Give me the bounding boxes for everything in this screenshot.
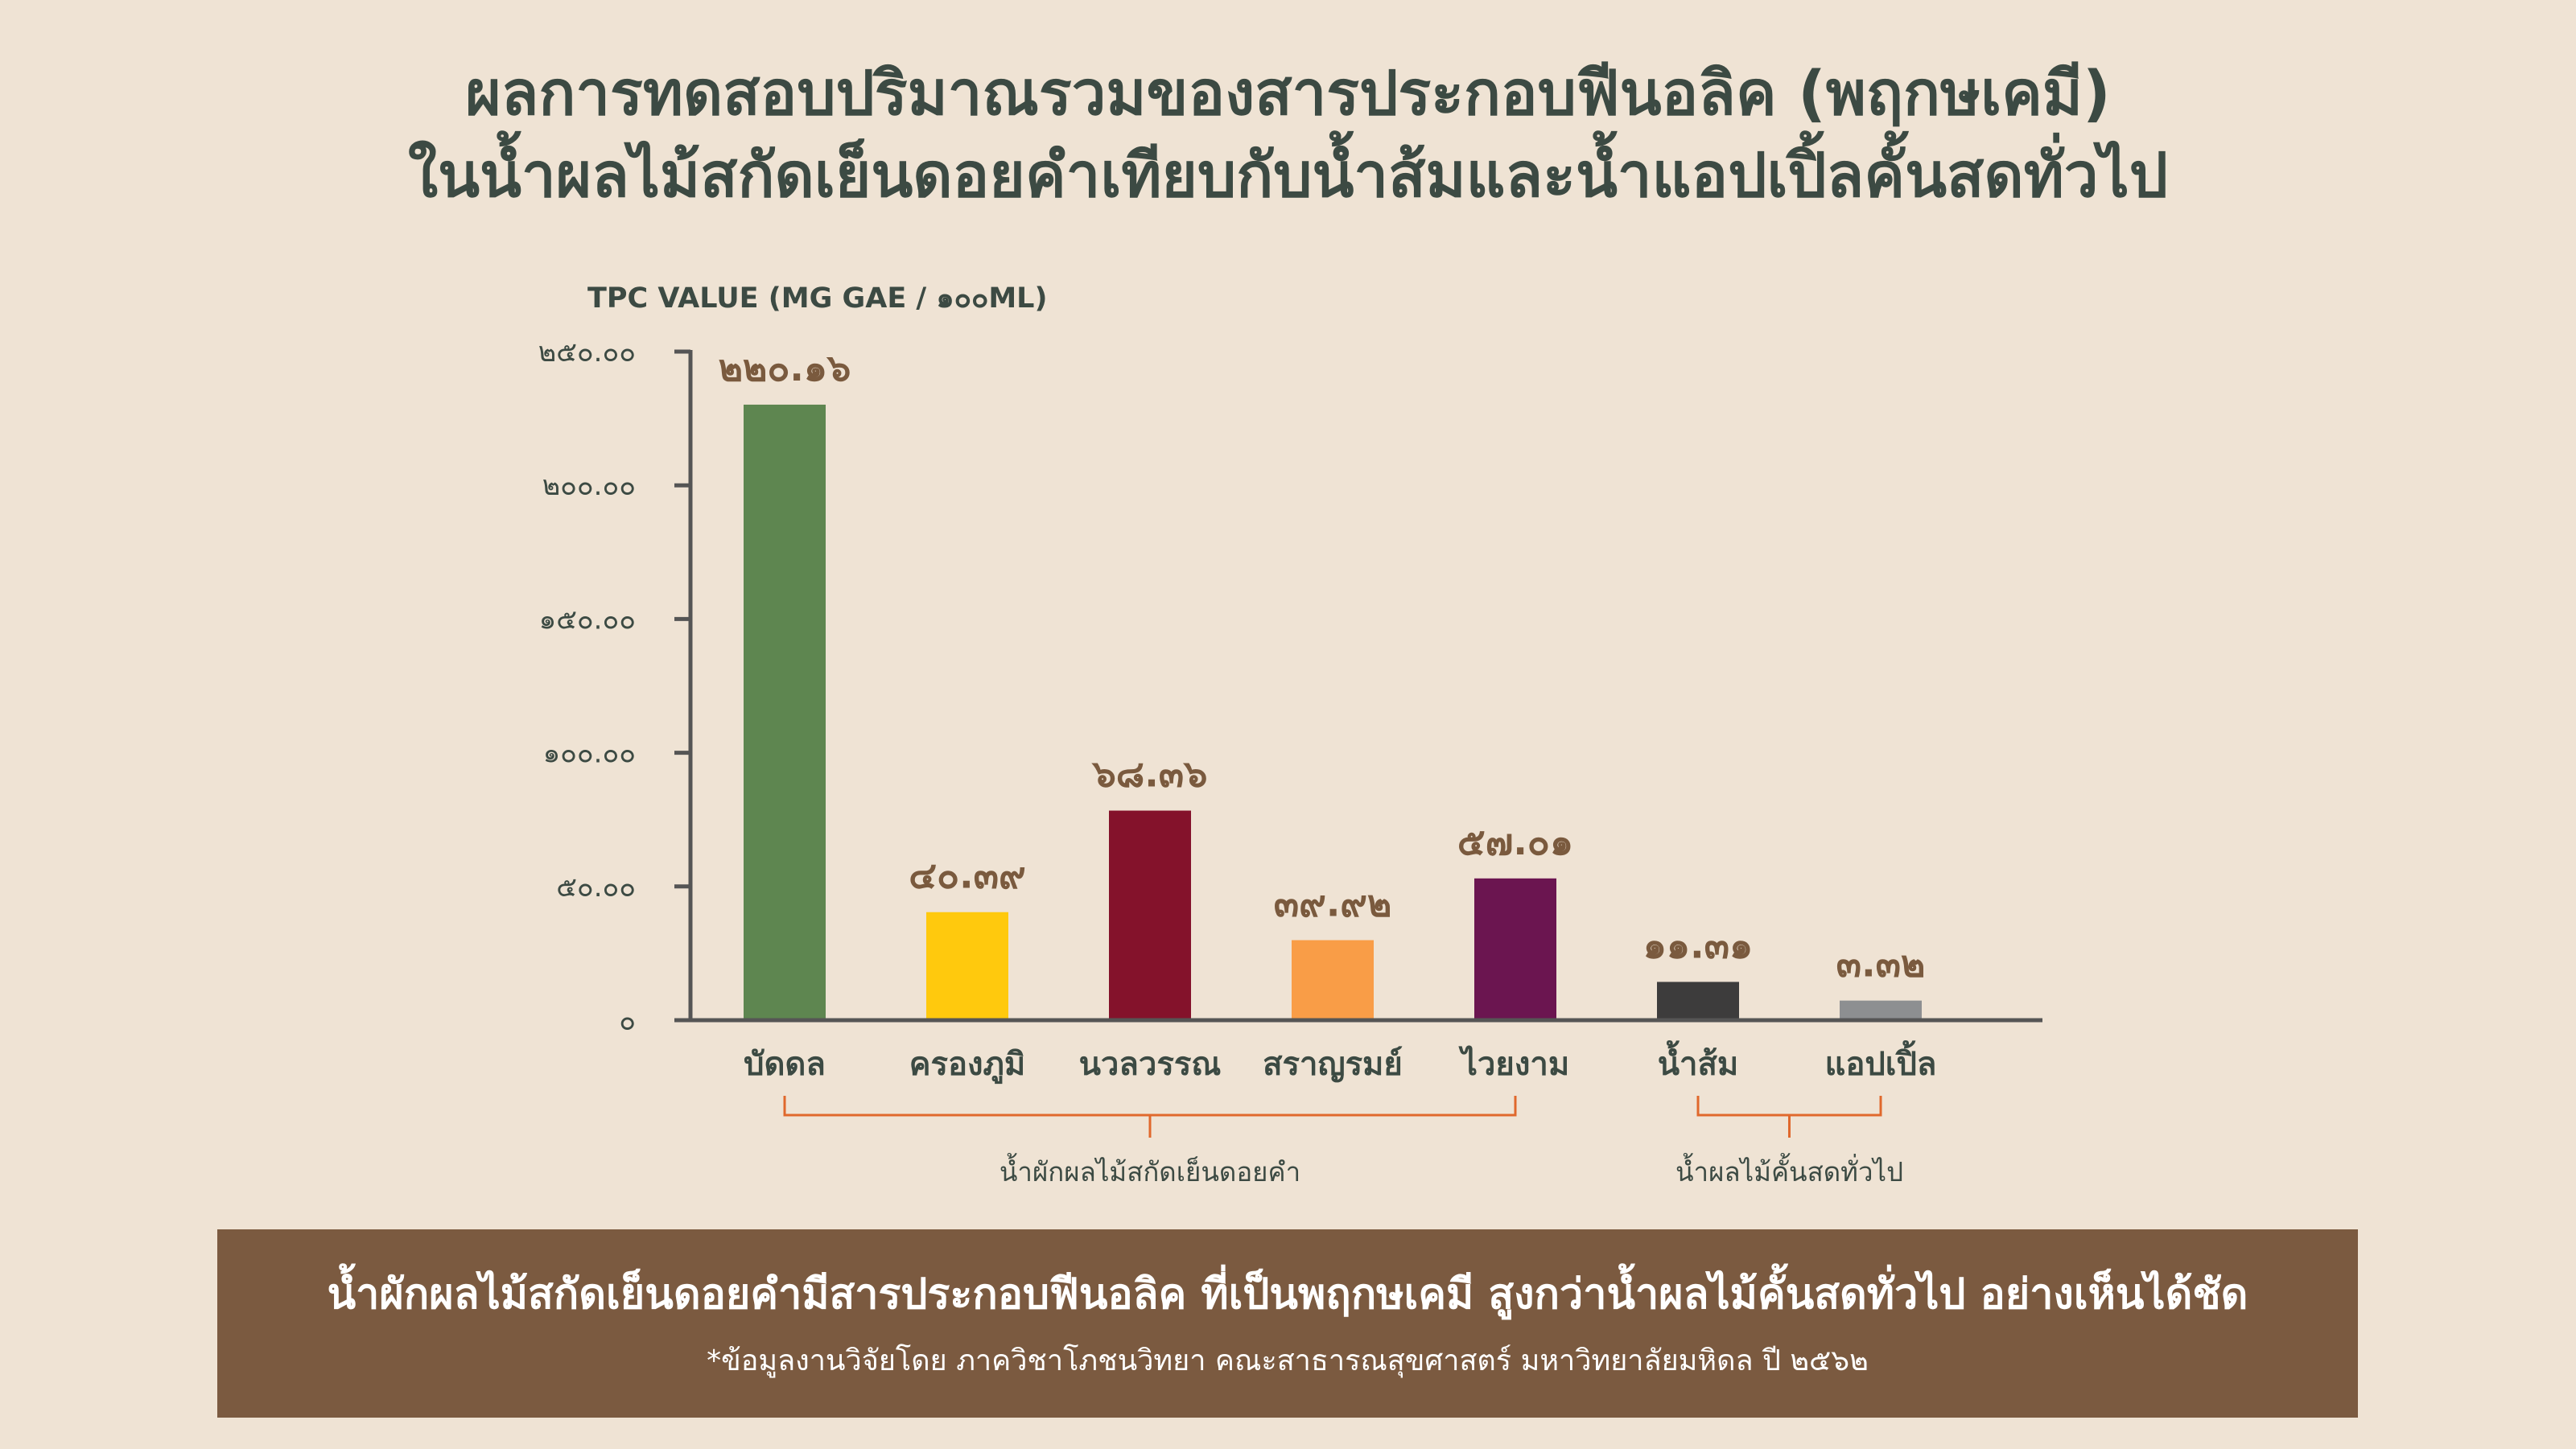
- y-tick-label: ๕๐.๐๐: [556, 871, 636, 904]
- bar-2: [926, 912, 1008, 1020]
- y-axis: ๐ ๕๐.๐๐ ๑๐๐.๐๐ ๑๕๐.๐๐ ๒๐๐.๐๐ ๒๕๐.๐๐: [538, 336, 693, 1037]
- category-label: ไวยงาม: [1458, 1045, 1569, 1083]
- summary-banner: น้ำผักผลไม้สกัดเย็นดอยคำมีสารประกอบฟีนอล…: [217, 1229, 2358, 1418]
- group-bracket: [1696, 1096, 1882, 1138]
- chart-title-line-2: ในน้ำผลไม้สกัดเย็นดอยคำเทียบกับน้ำส้มและ…: [407, 139, 2169, 211]
- y-tick-label: ๒๕๐.๐๐: [538, 336, 636, 368]
- group-label: น้ำผักผลไม้สกัดเย็นดอยคำ: [999, 1153, 1300, 1188]
- value-label: ๓.๓๒: [1836, 942, 1926, 986]
- y-tick-label: ๐: [619, 1005, 636, 1037]
- category-label: บัดดล: [744, 1046, 826, 1083]
- value-label: ๒๒๐.๑๖: [719, 346, 851, 389]
- bar-7: [1840, 1000, 1922, 1020]
- group-bracket: [783, 1096, 1517, 1138]
- y-tick-label: ๒๐๐.๐๐: [542, 470, 636, 502]
- value-label: ๓๙.๙๒: [1274, 882, 1392, 925]
- bar-5: [1474, 878, 1556, 1020]
- bar-4: [1292, 940, 1374, 1020]
- y-tick-label: ๑๐๐.๐๐: [543, 738, 636, 770]
- category-groups: น้ำผักผลไม้สกัดเย็นดอยคำ น้ำผลไม้คั้นสดทั…: [783, 1096, 1903, 1188]
- bar-1: [744, 404, 826, 1021]
- bar-chart: TPC VALUE (MG GAE / ๑๐๐ML) ๐๕๐.๐๐๑๐๐.๐๐๑…: [538, 282, 2042, 1188]
- category-label: น้ำส้ม: [1658, 1040, 1739, 1083]
- category-label: แอปเปิ้ล: [1825, 1040, 1937, 1083]
- summary-text: น้ำผักผลไม้สกัดเย็นดอยคำมีสารประกอบฟีนอล…: [327, 1270, 2248, 1319]
- value-label: ๖๘.๓๖: [1091, 752, 1208, 796]
- y-axis-label: TPC VALUE (MG GAE / ๑๐๐ML): [587, 282, 1047, 315]
- chart-title-line-1: ผลการทดสอบปริมาณรวมของสารประกอบฟีนอลิค (…: [465, 57, 2111, 129]
- bar-6: [1657, 982, 1739, 1020]
- category-label: สราญรมย์: [1263, 1046, 1403, 1083]
- bar-3: [1109, 810, 1191, 1020]
- x-axis: บัดดล ครองภูมิ นวลวรรณ สราญรมย์ ไวยงาม น้ำส้ม…: [689, 1018, 2042, 1084]
- value-label: ๕๗.๐๑: [1457, 820, 1573, 863]
- y-tick-label: ๑๕๐.๐๐: [539, 603, 636, 636]
- value-label: ๔๐.๓๙: [909, 854, 1026, 897]
- value-label: ๑๑.๓๑: [1643, 923, 1754, 966]
- group-label: น้ำผลไม้คั้นสดทั่วไป: [1675, 1153, 1903, 1188]
- category-label: นวลวรรณ: [1079, 1046, 1222, 1083]
- source-note: *ข้อมูลงานวิจัยโดย ภาควิชาโภชนวิทยา คณะส…: [707, 1344, 1869, 1377]
- category-label: ครองภูมิ: [909, 1046, 1026, 1084]
